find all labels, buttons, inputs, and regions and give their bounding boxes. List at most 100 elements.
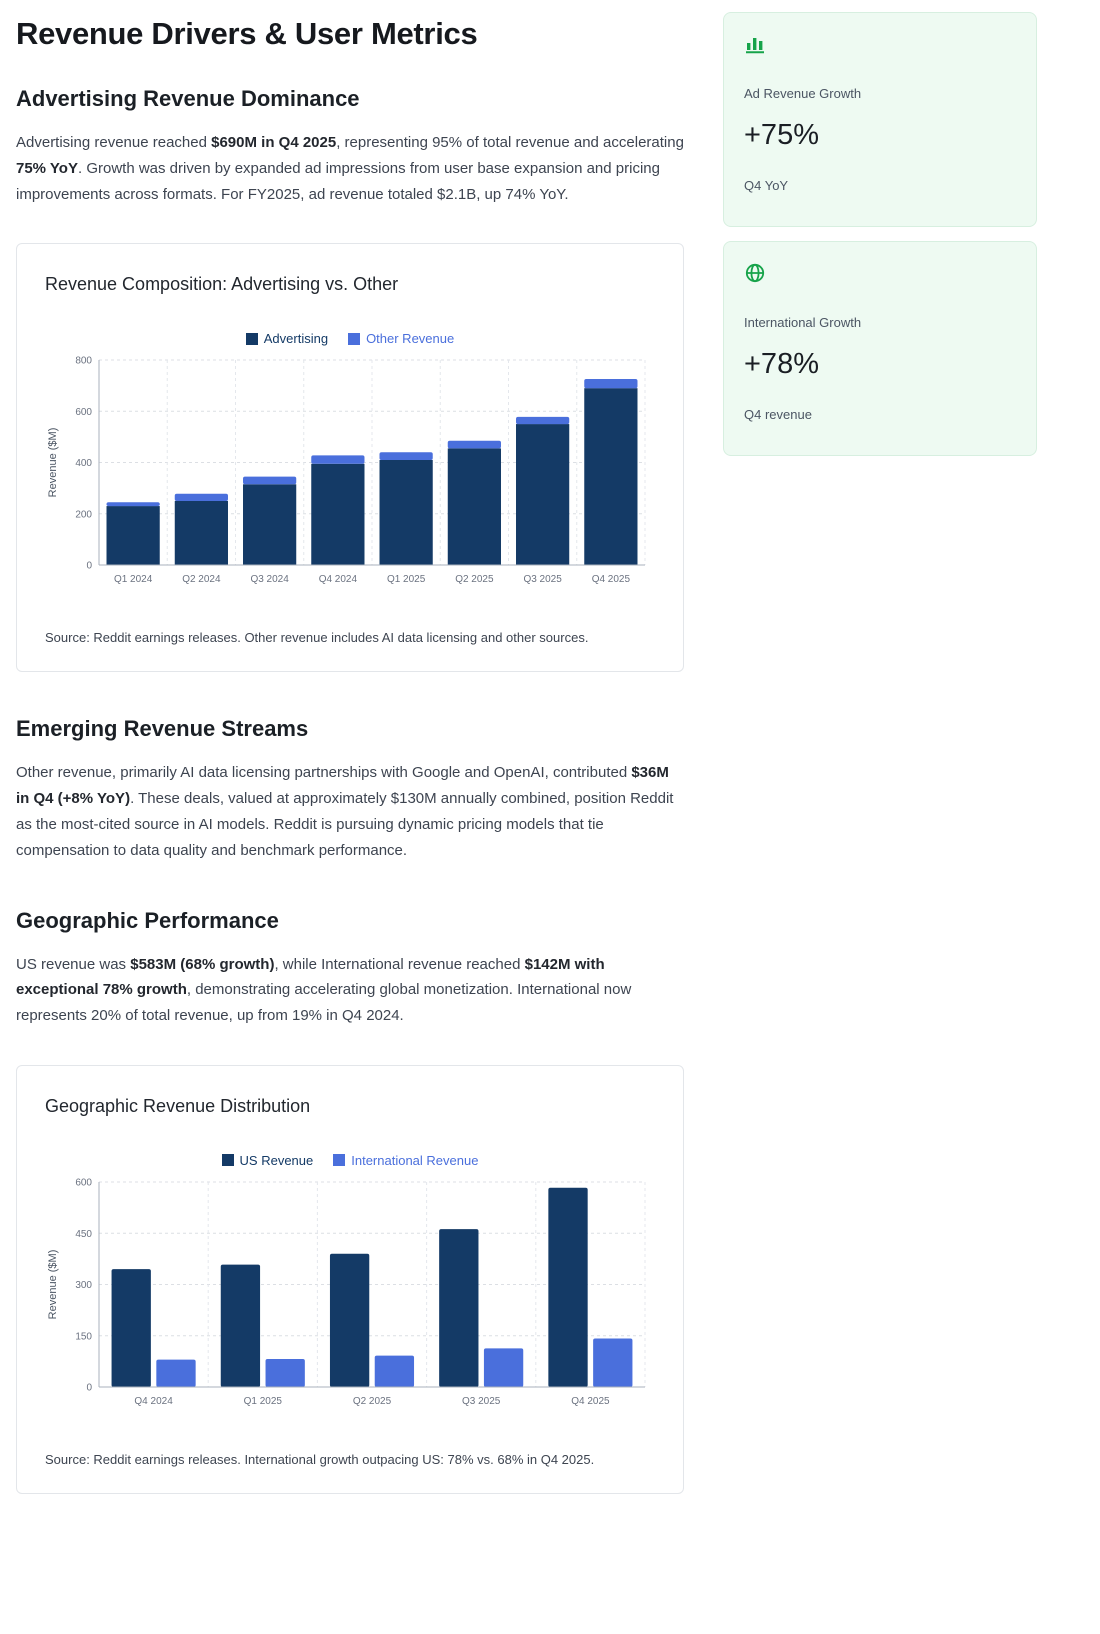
section-heading-geographic: Geographic Performance [16, 907, 279, 933]
bar-chart-icon [744, 33, 1016, 60]
svg-text:Q4 2025: Q4 2025 [571, 1396, 610, 1407]
stat-value: +75% [744, 119, 819, 151]
bar [548, 1187, 588, 1387]
svg-text:Q2 2024: Q2 2024 [182, 574, 221, 585]
bar-segment [516, 417, 570, 425]
advertising-paragraph: Advertising revenue reached $690M in Q4 … [16, 130, 686, 207]
revenue-composition-chart-title: Revenue Composition: Advertising vs. Oth… [45, 274, 399, 295]
geographic-revenue-chart-title: Geographic Revenue Distribution [45, 1095, 311, 1116]
svg-text:300: 300 [75, 1280, 92, 1291]
bar [220, 1264, 261, 1387]
svg-text:Q1 2025: Q1 2025 [244, 1396, 283, 1407]
svg-text:450: 450 [75, 1229, 92, 1240]
svg-text:600: 600 [75, 407, 92, 418]
bar [374, 1355, 415, 1387]
bar-segment [174, 501, 228, 566]
bar-segment [106, 502, 160, 507]
bar [439, 1229, 479, 1387]
stat-sublabel: Q4 YoY [744, 178, 789, 193]
emphasized-text: $690M in Q4 2025 [211, 134, 337, 151]
bar-segment [243, 476, 297, 485]
revenue-composition-card: Revenue Composition: Advertising vs. Oth… [16, 243, 684, 673]
legend-swatch [348, 332, 361, 345]
stat-value: +78% [744, 348, 819, 380]
chart-plot-area: 0 150 300 450 600 Q4 2024 Q1 2025 Q2 2025 Q3 202… [43, 1176, 655, 1416]
chart-plot-area: 0 200 400 600 800 Q1 2024 Q2 2024 Q3 2024 Q4 202… [43, 354, 655, 594]
section-heading-emerging: Emerging Revenue Streams [16, 716, 309, 742]
svg-text:0: 0 [86, 1382, 92, 1393]
geographic-revenue-card: Geographic Revenue Distribution US Reven… [16, 1064, 684, 1494]
bar-segment [311, 455, 365, 465]
svg-text:Q2 2025: Q2 2025 [455, 574, 494, 585]
chart-legend: Advertising Other Revenue [43, 331, 657, 346]
bar-segment [447, 441, 501, 449]
legend-label: International Revenue [351, 1152, 479, 1168]
geographic-paragraph: US revenue was $583M (68% growth), while… [16, 952, 686, 1029]
svg-text:0: 0 [86, 561, 92, 572]
bar-segment [311, 464, 365, 566]
legend-label: Advertising [263, 331, 329, 347]
geographic-revenue-chart: US Revenue International Revenue 0 150 300 4… [43, 1153, 657, 1416]
svg-text:Q4 2024: Q4 2024 [134, 1396, 173, 1407]
svg-text:600: 600 [75, 1177, 92, 1188]
stat-label: International Growth [744, 315, 862, 330]
chart-source-note: Source: Reddit earnings releases. Other … [45, 630, 589, 646]
bar [593, 1338, 633, 1387]
bar [483, 1348, 524, 1387]
svg-text:Q1 2025: Q1 2025 [387, 574, 426, 585]
bar-segment [243, 484, 297, 566]
legend-item: Advertising [245, 331, 329, 347]
bar [156, 1359, 196, 1387]
legend-label: US Revenue [239, 1152, 314, 1168]
legend-swatch [221, 1154, 234, 1167]
bar [329, 1253, 370, 1387]
svg-text:Q3 2024: Q3 2024 [250, 574, 289, 585]
section-heading-advertising: Advertising Revenue Dominance [16, 86, 360, 111]
legend-swatch [245, 332, 258, 345]
text-segment: , demonstrating accelerating global mone… [16, 981, 632, 1025]
bar [111, 1269, 151, 1387]
text-segment: , representing 95% of total revenue and … [336, 134, 684, 151]
stat-card-international-growth: International Growth +78% Q4 revenue [723, 241, 1037, 456]
stat-sublabel: Q4 revenue [744, 407, 812, 422]
main-column: Revenue Drivers & User Metrics Advertisi… [16, 0, 686, 1634]
legend-swatch [333, 1154, 346, 1167]
legend-item: International Revenue [333, 1153, 478, 1168]
bar-segment [379, 460, 433, 566]
legend-item: Other Revenue [348, 331, 454, 346]
svg-text:800: 800 [75, 356, 92, 367]
emphasized-text: $36M in Q4 (+8% YoY) [16, 764, 669, 808]
chart-legend: US Revenue International Revenue [43, 1153, 657, 1168]
svg-text:Q1 2024: Q1 2024 [114, 574, 153, 585]
svg-text:Q4 2025: Q4 2025 [592, 574, 631, 585]
svg-text:200: 200 [75, 510, 92, 521]
svg-text:150: 150 [75, 1331, 92, 1342]
stats-sidebar: Ad Revenue Growth +75% Q4 YoY Internatio… [723, 0, 1037, 1634]
bar-chart-svg: 0 200 400 600 800 Q1 2024 Q2 2024 Q3 2024 Q4 202… [47, 356, 646, 585]
bar [265, 1358, 305, 1387]
emphasized-text: $583M (68% growth) [130, 955, 275, 973]
svg-text:Q2 2025: Q2 2025 [353, 1396, 392, 1407]
stat-card-ad-revenue-growth: Ad Revenue Growth +75% Q4 YoY [723, 12, 1037, 227]
bar-segment [447, 448, 501, 566]
page-title: Revenue Drivers & User Metrics [16, 16, 478, 51]
bar-segment [584, 379, 638, 389]
revenue-composition-chart: Advertising Other Revenue 0 200 400 600 800 Q1… [43, 331, 657, 594]
text-segment: , while International revenue reached [274, 955, 525, 973]
svg-text:Revenue ($M): Revenue ($M) [47, 1250, 59, 1320]
chart-source-note: Source: Reddit earnings releases. Intern… [45, 1451, 595, 1467]
text-segment: Advertising revenue reached [16, 134, 212, 151]
stat-label: Ad Revenue Growth [744, 86, 862, 101]
svg-text:Q3 2025: Q3 2025 [462, 1396, 501, 1407]
svg-text:Q3 2025: Q3 2025 [523, 574, 562, 585]
emerging-paragraph: Other revenue, primarily AI data licensi… [16, 760, 686, 863]
text-segment: . These deals, valued at approximately $… [16, 790, 674, 859]
emphasized-text: 75% YoY [16, 159, 78, 177]
globe-icon [744, 262, 1016, 289]
bar-segment [174, 494, 228, 502]
bar-segment [379, 452, 433, 461]
bar-segment [106, 506, 160, 566]
legend-label: Other Revenue [366, 331, 455, 347]
svg-text:Q4 2024: Q4 2024 [319, 574, 358, 585]
bar-segment [516, 424, 570, 566]
